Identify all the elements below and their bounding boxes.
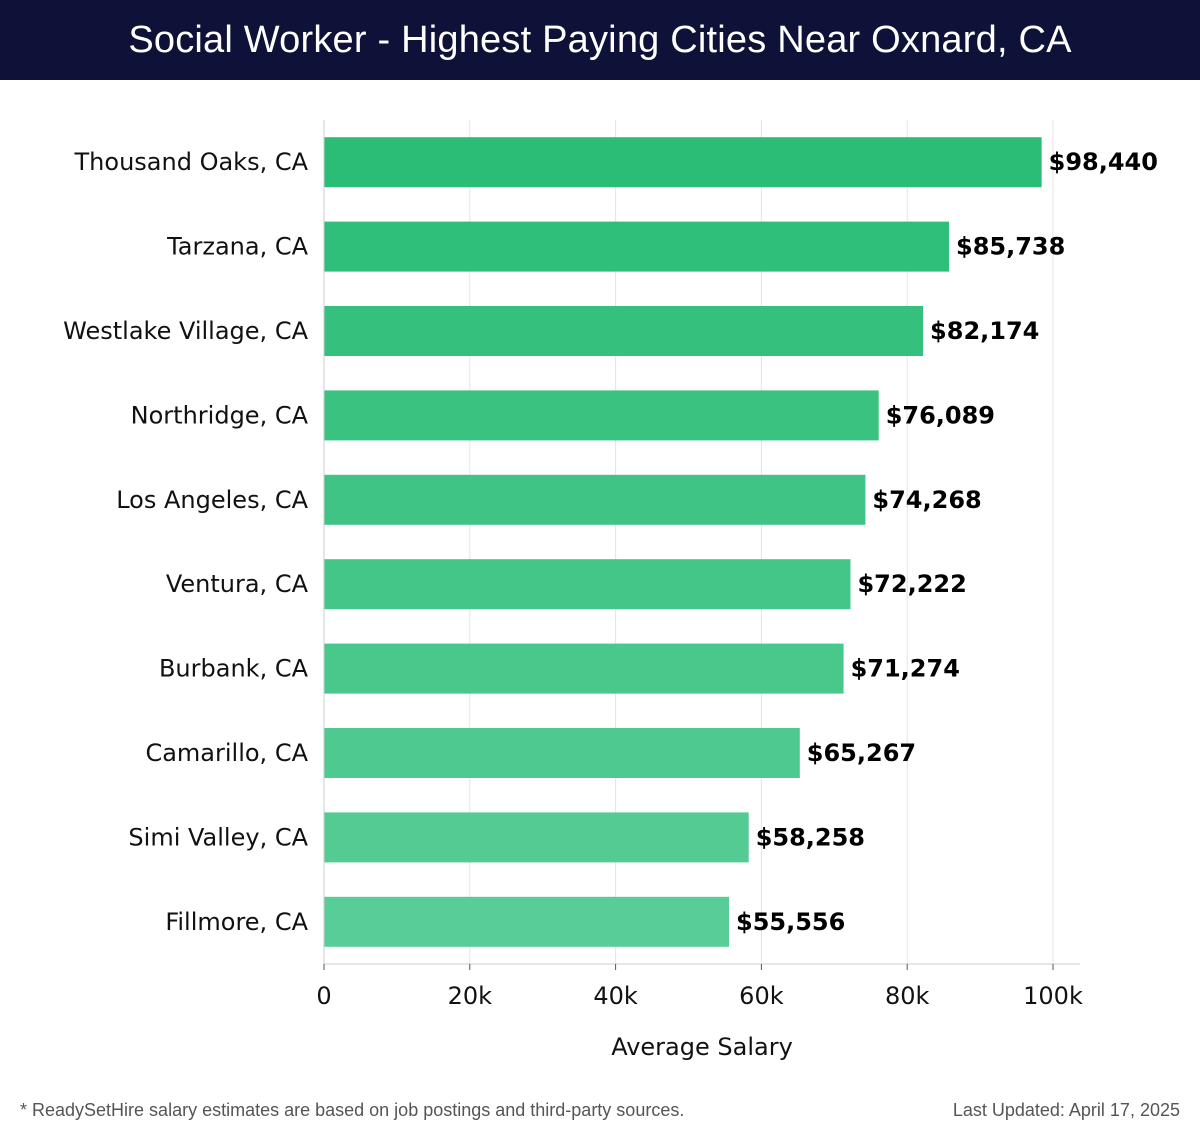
last-updated: Last Updated: April 17, 2025 [952,1100,1180,1120]
category-label: Northridge, CA [131,401,309,429]
bar-value-label: $74,268 [872,486,981,514]
salary-bar-chart: $98,440 Thousand Oaks, CA $85,738 Tarzana, … [63,120,1158,1061]
x-tick-label: 60k [739,982,784,1010]
bar [324,221,950,272]
category-label: Burbank, CA [159,655,309,683]
category-label: Simi Valley, CA [128,823,308,851]
category-label: Camarillo, CA [145,739,308,767]
bar-value-label: $98,440 [1049,148,1158,176]
bar-value-label: $76,089 [886,401,995,429]
bar-value-label: $82,174 [930,317,1039,345]
chart-title: Social Worker - Highest Paying Cities Ne… [128,18,1072,61]
category-label: Westlake Village, CA [63,317,308,345]
x-tick-label: 100k [1023,982,1083,1010]
bar-value-label: $71,274 [851,655,960,683]
x-tick-label: 40k [593,982,638,1010]
bar [324,896,730,947]
bar [324,137,1042,188]
source-footnote: * ReadySetHire salary estimates are base… [20,1100,685,1120]
bar-value-label: $58,258 [756,823,865,851]
bar [324,812,749,863]
category-label: Ventura, CA [166,570,309,598]
x-tick-label: 0 [316,982,331,1010]
bar-value-label: $72,222 [857,570,966,598]
bar [324,559,851,610]
chart-header: Social Worker - Highest Paying Cities Ne… [0,0,1200,80]
bar-value-label: $85,738 [956,233,1065,261]
category-label: Tarzana, CA [166,233,309,261]
category-label: Los Angeles, CA [116,486,308,514]
x-axis-title: Average Salary [611,1033,793,1061]
category-label: Thousand Oaks, CA [74,148,309,176]
category-label: Fillmore, CA [165,908,308,936]
x-tick-label: 80k [885,982,930,1010]
bar [324,306,924,356]
bar [324,474,866,525]
bar-value-label: $65,267 [807,739,916,767]
bar [324,643,844,694]
bar-value-label: $55,556 [736,908,845,936]
bar [324,390,879,441]
bar [324,728,800,778]
x-tick-label: 20k [448,982,493,1010]
